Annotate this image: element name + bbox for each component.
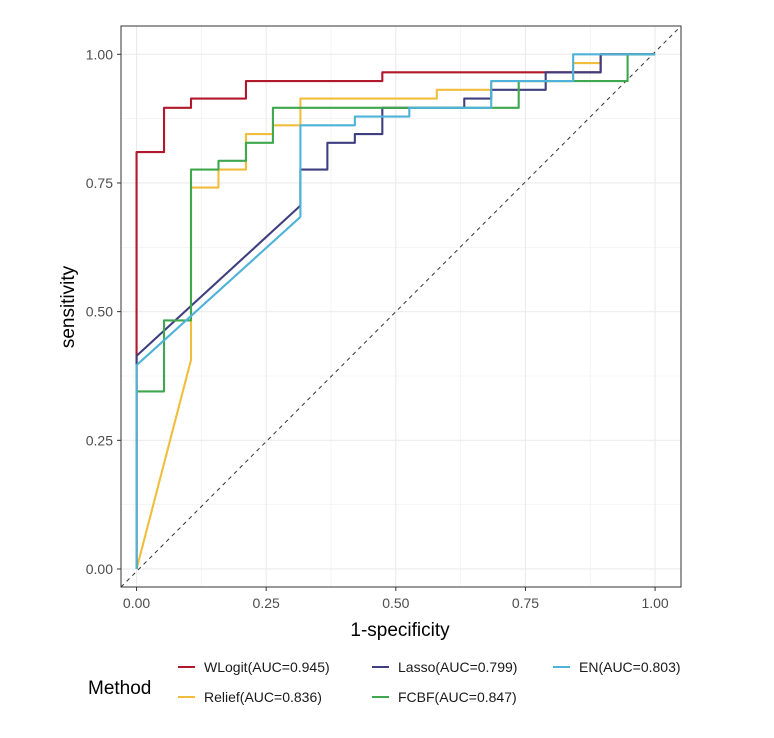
legend-items: WLogit(AUC=0.945) Lasso(AUC=0.799) EN(AUC=…	[178, 659, 681, 705]
x-tick-label: 0.75	[512, 595, 539, 611]
reference-diagonal-line	[120, 25, 682, 588]
legend-item-en: EN(AUC=0.803)	[553, 659, 681, 675]
y-tick-label: 0.25	[86, 432, 113, 448]
legend: Method WLogit(AUC=0.945) Lasso(AUC=0.799)…	[88, 659, 681, 705]
grid-lines	[121, 26, 681, 587]
legend-label: Lasso(AUC=0.799)	[398, 659, 517, 675]
y-tick-label: 0.75	[86, 175, 113, 191]
x-tick-label: 0.50	[382, 595, 409, 611]
roc-curve-fcbf	[135, 53, 656, 569]
legend-label: Relief(AUC=0.836)	[204, 689, 322, 705]
y-axis-title: sensitivity	[58, 265, 79, 348]
x-tick-label: 1.00	[641, 595, 668, 611]
x-axis-ticks: 0.00 0.25 0.50 0.75 1.00	[123, 587, 669, 611]
x-tick-label: 0.00	[123, 595, 150, 611]
legend-item-lasso: Lasso(AUC=0.799)	[372, 659, 517, 675]
legend-item-fcbf: FCBF(AUC=0.847)	[372, 689, 517, 705]
legend-item-relief: Relief(AUC=0.836)	[178, 689, 322, 705]
legend-item-wlogit: WLogit(AUC=0.945)	[178, 659, 330, 675]
y-tick-label: 1.00	[86, 46, 113, 62]
y-tick-label: 0.50	[86, 304, 113, 320]
legend-label: WLogit(AUC=0.945)	[204, 659, 330, 675]
roc-curve-en	[135, 53, 656, 569]
legend-label: FCBF(AUC=0.847)	[398, 689, 517, 705]
roc-curves	[135, 53, 656, 570]
x-axis-title: 1-specificity	[350, 620, 450, 641]
y-tick-label: 0.00	[86, 561, 113, 577]
legend-title: Method	[88, 678, 151, 699]
panel-border	[120, 25, 682, 588]
y-axis-ticks: 0.00 0.25 0.50 0.75 1.00	[86, 46, 121, 577]
legend-label: EN(AUC=0.803)	[579, 659, 681, 675]
x-tick-label: 0.25	[253, 595, 280, 611]
